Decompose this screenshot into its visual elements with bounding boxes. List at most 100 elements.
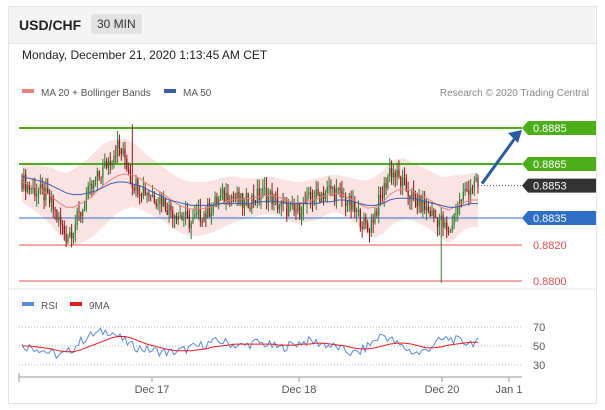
candle-body (381, 196, 384, 199)
candle-body (23, 174, 25, 190)
forecast-arrow (480, 130, 522, 185)
candle-body (109, 161, 111, 166)
candle-body (199, 208, 201, 222)
candle-body (356, 209, 358, 212)
level-label: 0.8800 (533, 276, 567, 288)
candle-body (330, 185, 332, 190)
ma9-legend-label: 9MA (89, 301, 110, 312)
candle-body (139, 194, 141, 196)
candle-body (115, 155, 117, 157)
rsi-line (21, 327, 479, 360)
candle-body (216, 196, 218, 205)
candle-body (352, 200, 354, 210)
candle-body (32, 186, 34, 190)
candle-body (418, 194, 420, 207)
candle-body (173, 215, 176, 219)
candle-body (253, 194, 255, 202)
candle-body (214, 196, 216, 206)
candle-body (56, 210, 58, 221)
candle-body (52, 195, 54, 210)
candle-body (210, 213, 213, 217)
candle-body (471, 188, 474, 190)
candle-body (205, 213, 207, 217)
candle-body (54, 209, 56, 211)
rsi-tick-label: 70 (533, 322, 545, 334)
timeframe-badge[interactable]: 30 MIN (91, 14, 142, 34)
candle-body (291, 203, 293, 205)
candle-body (405, 178, 407, 192)
candle-body (348, 195, 350, 205)
candle-body (332, 187, 334, 190)
candle-body (414, 192, 417, 199)
candle-body (78, 211, 80, 213)
candle-body (379, 195, 382, 197)
candle-body (411, 190, 413, 200)
candle-body (339, 188, 341, 191)
candle-body (102, 165, 104, 178)
candle-body (264, 187, 266, 189)
x-axis: Dec 17 Dec 18 Dec 20 Jan 1 (18, 373, 522, 396)
ma20-legend-swatch (22, 89, 34, 93)
candle-body (361, 226, 363, 229)
ma9-legend-swatch (70, 302, 82, 306)
candle-body (436, 217, 439, 227)
candle-body (442, 215, 444, 228)
candle-body (208, 203, 211, 217)
candle-body (275, 194, 277, 196)
candle-body (83, 208, 86, 210)
candle-body (304, 201, 306, 204)
candle-body (65, 233, 67, 243)
candle-body (287, 205, 290, 217)
candle-body (37, 191, 40, 195)
candle-body (118, 140, 121, 149)
candle-body (297, 202, 299, 212)
candle-body (105, 161, 108, 168)
candle-body (223, 189, 225, 202)
candle-body (308, 191, 310, 195)
candle-body (91, 183, 93, 189)
candle-body (245, 193, 247, 198)
candle-body (43, 187, 45, 201)
candle-body (181, 215, 183, 220)
candle-body (284, 201, 286, 203)
candle-body (433, 210, 435, 217)
candle-body (387, 176, 389, 189)
level-label: 0.8885 (533, 123, 567, 135)
candle-body (475, 177, 477, 182)
rsi-ma-line (22, 336, 478, 353)
candle-body (197, 208, 200, 214)
candle-body (111, 162, 113, 166)
candle-body (126, 159, 128, 170)
candle-body (311, 198, 314, 203)
candle-body (179, 215, 181, 217)
candle-body (41, 184, 43, 188)
candle-body (435, 216, 437, 218)
candle-body (89, 183, 91, 186)
candle-body (172, 211, 174, 219)
candle-body (251, 194, 253, 209)
candle-body (462, 191, 464, 201)
candle-body (300, 214, 303, 218)
candle-body (240, 193, 242, 203)
candle-body (398, 169, 400, 177)
candle-body (337, 188, 339, 190)
candle-body (218, 198, 220, 205)
candle-body (431, 210, 433, 217)
candle-body (104, 161, 106, 166)
rsi-tick-label: 30 (533, 360, 545, 372)
candle-body (269, 191, 271, 195)
candle-body (392, 172, 395, 178)
candle-body (242, 193, 244, 208)
candle-body (449, 231, 452, 233)
chart-header: USD/CHF 30 MIN (9, 7, 596, 44)
candle-body (21, 180, 23, 190)
rsi-tick-label: 50 (533, 341, 545, 353)
candle-body (36, 194, 38, 197)
candle-body (166, 210, 168, 215)
candle-body (319, 194, 321, 203)
candle-body (343, 196, 345, 198)
candle-body (107, 161, 110, 168)
candle-body (194, 214, 196, 218)
candle-body (72, 233, 75, 239)
candle-body (113, 155, 115, 163)
